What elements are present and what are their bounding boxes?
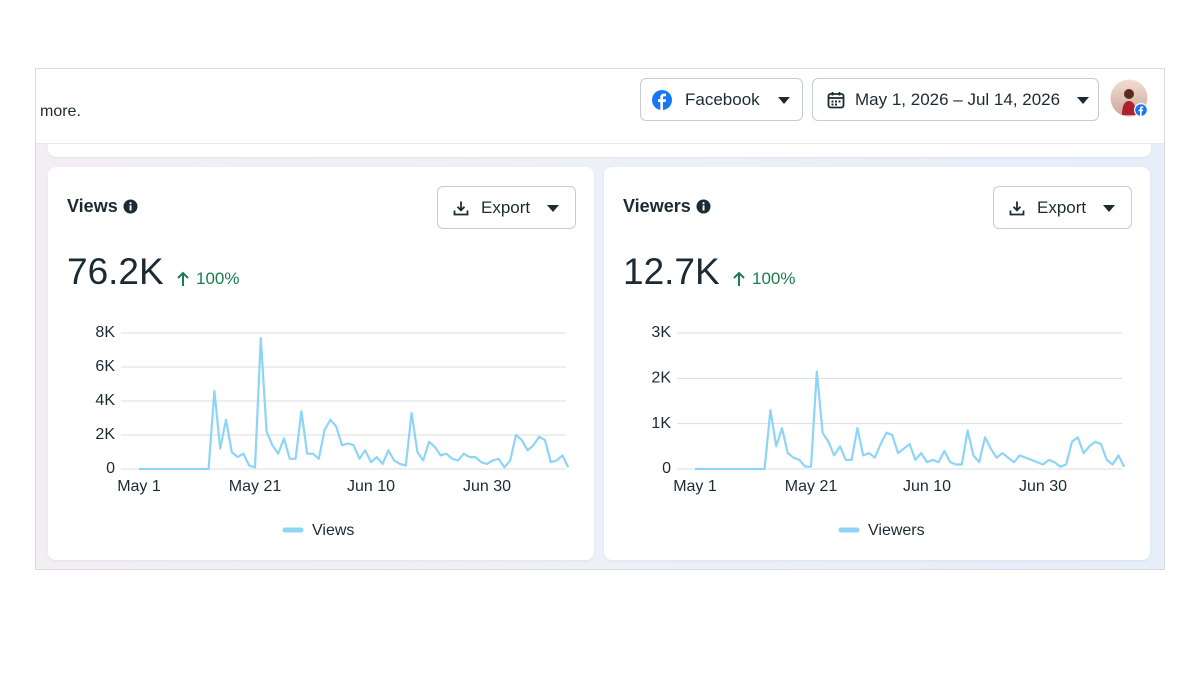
calendar-icon — [827, 91, 845, 108]
chart: 0 1K 2K 3K May 1 May 21 Jun 10 Jun 30 Viewers — [651, 324, 1126, 539]
change-indicator: 100% — [732, 269, 795, 289]
change-indicator: 100% — [176, 269, 239, 289]
x-tick-label: May 21 — [229, 478, 282, 495]
y-tick-label: 4K — [95, 392, 115, 409]
card-title: Views — [67, 196, 138, 217]
x-tick-label: Jun 30 — [463, 478, 511, 495]
x-tick-label: May 21 — [785, 478, 838, 495]
export-label: Export — [481, 197, 531, 217]
date-range-label: May 1, 2026 – Jul 14, 2026 — [855, 89, 1061, 109]
download-icon — [1009, 201, 1025, 215]
export-button[interactable]: Export — [437, 186, 576, 229]
header-bar: more. Facebook May 1, 2026 – Jul 14, 202… — [36, 69, 1164, 144]
legend-label: Viewers — [868, 522, 925, 539]
info-icon — [696, 199, 711, 214]
dropdown-arrow — [1103, 204, 1116, 212]
insights-panel: more. Facebook May 1, 2026 – Jul 14, 202… — [35, 68, 1165, 570]
date-range-button[interactable]: May 1, 2026 – Jul 14, 2026 — [812, 78, 1099, 121]
y-tick-label: 0 — [662, 460, 671, 477]
x-tick-label: Jun 10 — [903, 478, 951, 495]
change-value: 100% — [752, 269, 796, 288]
data-line — [139, 337, 570, 471]
card-title: Viewers — [623, 196, 711, 217]
x-tick-label: May 1 — [117, 478, 161, 495]
summary-value: 76.2K — [67, 251, 164, 292]
change-value: 100% — [196, 269, 240, 288]
y-tick-label: 1K — [651, 415, 671, 432]
x-tick-label: May 1 — [673, 478, 717, 495]
up-arrow — [733, 271, 745, 286]
up-arrow — [177, 271, 189, 286]
chart: 0 2K 4K 6K 8K May 1 May 21 Jun 10 Jun 30 Views — [95, 324, 570, 539]
download-icon — [453, 201, 469, 215]
facebook-icon — [652, 89, 672, 110]
y-tick-label: 0 — [106, 460, 115, 477]
y-tick-label: 2K — [651, 370, 671, 387]
export-button[interactable]: Export — [993, 186, 1132, 229]
dropdown-arrow — [547, 204, 560, 212]
profile-avatar[interactable] — [1110, 79, 1150, 121]
dropdown-arrow — [1077, 96, 1090, 104]
card-title-text: Viewers — [623, 196, 691, 216]
x-tick-label: Jun 30 — [1019, 478, 1067, 495]
y-tick-label: 3K — [651, 324, 671, 341]
y-tick-label: 2K — [95, 426, 115, 443]
legend-label: Views — [312, 522, 354, 539]
y-tick-label: 8K — [95, 324, 115, 341]
info-icon — [123, 199, 138, 214]
card-title-text: Views — [67, 196, 118, 216]
chart-card: 0 2K 4K 6K 8K May 1 May 21 Jun 10 Jun 30 Views Vie… — [48, 167, 594, 560]
dropdown-arrow — [777, 96, 790, 104]
x-tick-label: Jun 10 — [347, 478, 395, 495]
export-label: Export — [1037, 197, 1087, 217]
platform-button[interactable]: Facebook — [640, 78, 803, 121]
chart-card: 0 1K 2K 3K May 1 May 21 Jun 10 Jun 30 Viewers Vie… — [604, 167, 1150, 560]
summary-value: 12.7K — [623, 251, 720, 292]
panel-strip — [48, 144, 1151, 157]
header-note: more. — [40, 103, 81, 120]
y-tick-label: 6K — [95, 358, 115, 375]
data-line — [695, 370, 1126, 471]
platform-label: Facebook — [685, 89, 760, 109]
